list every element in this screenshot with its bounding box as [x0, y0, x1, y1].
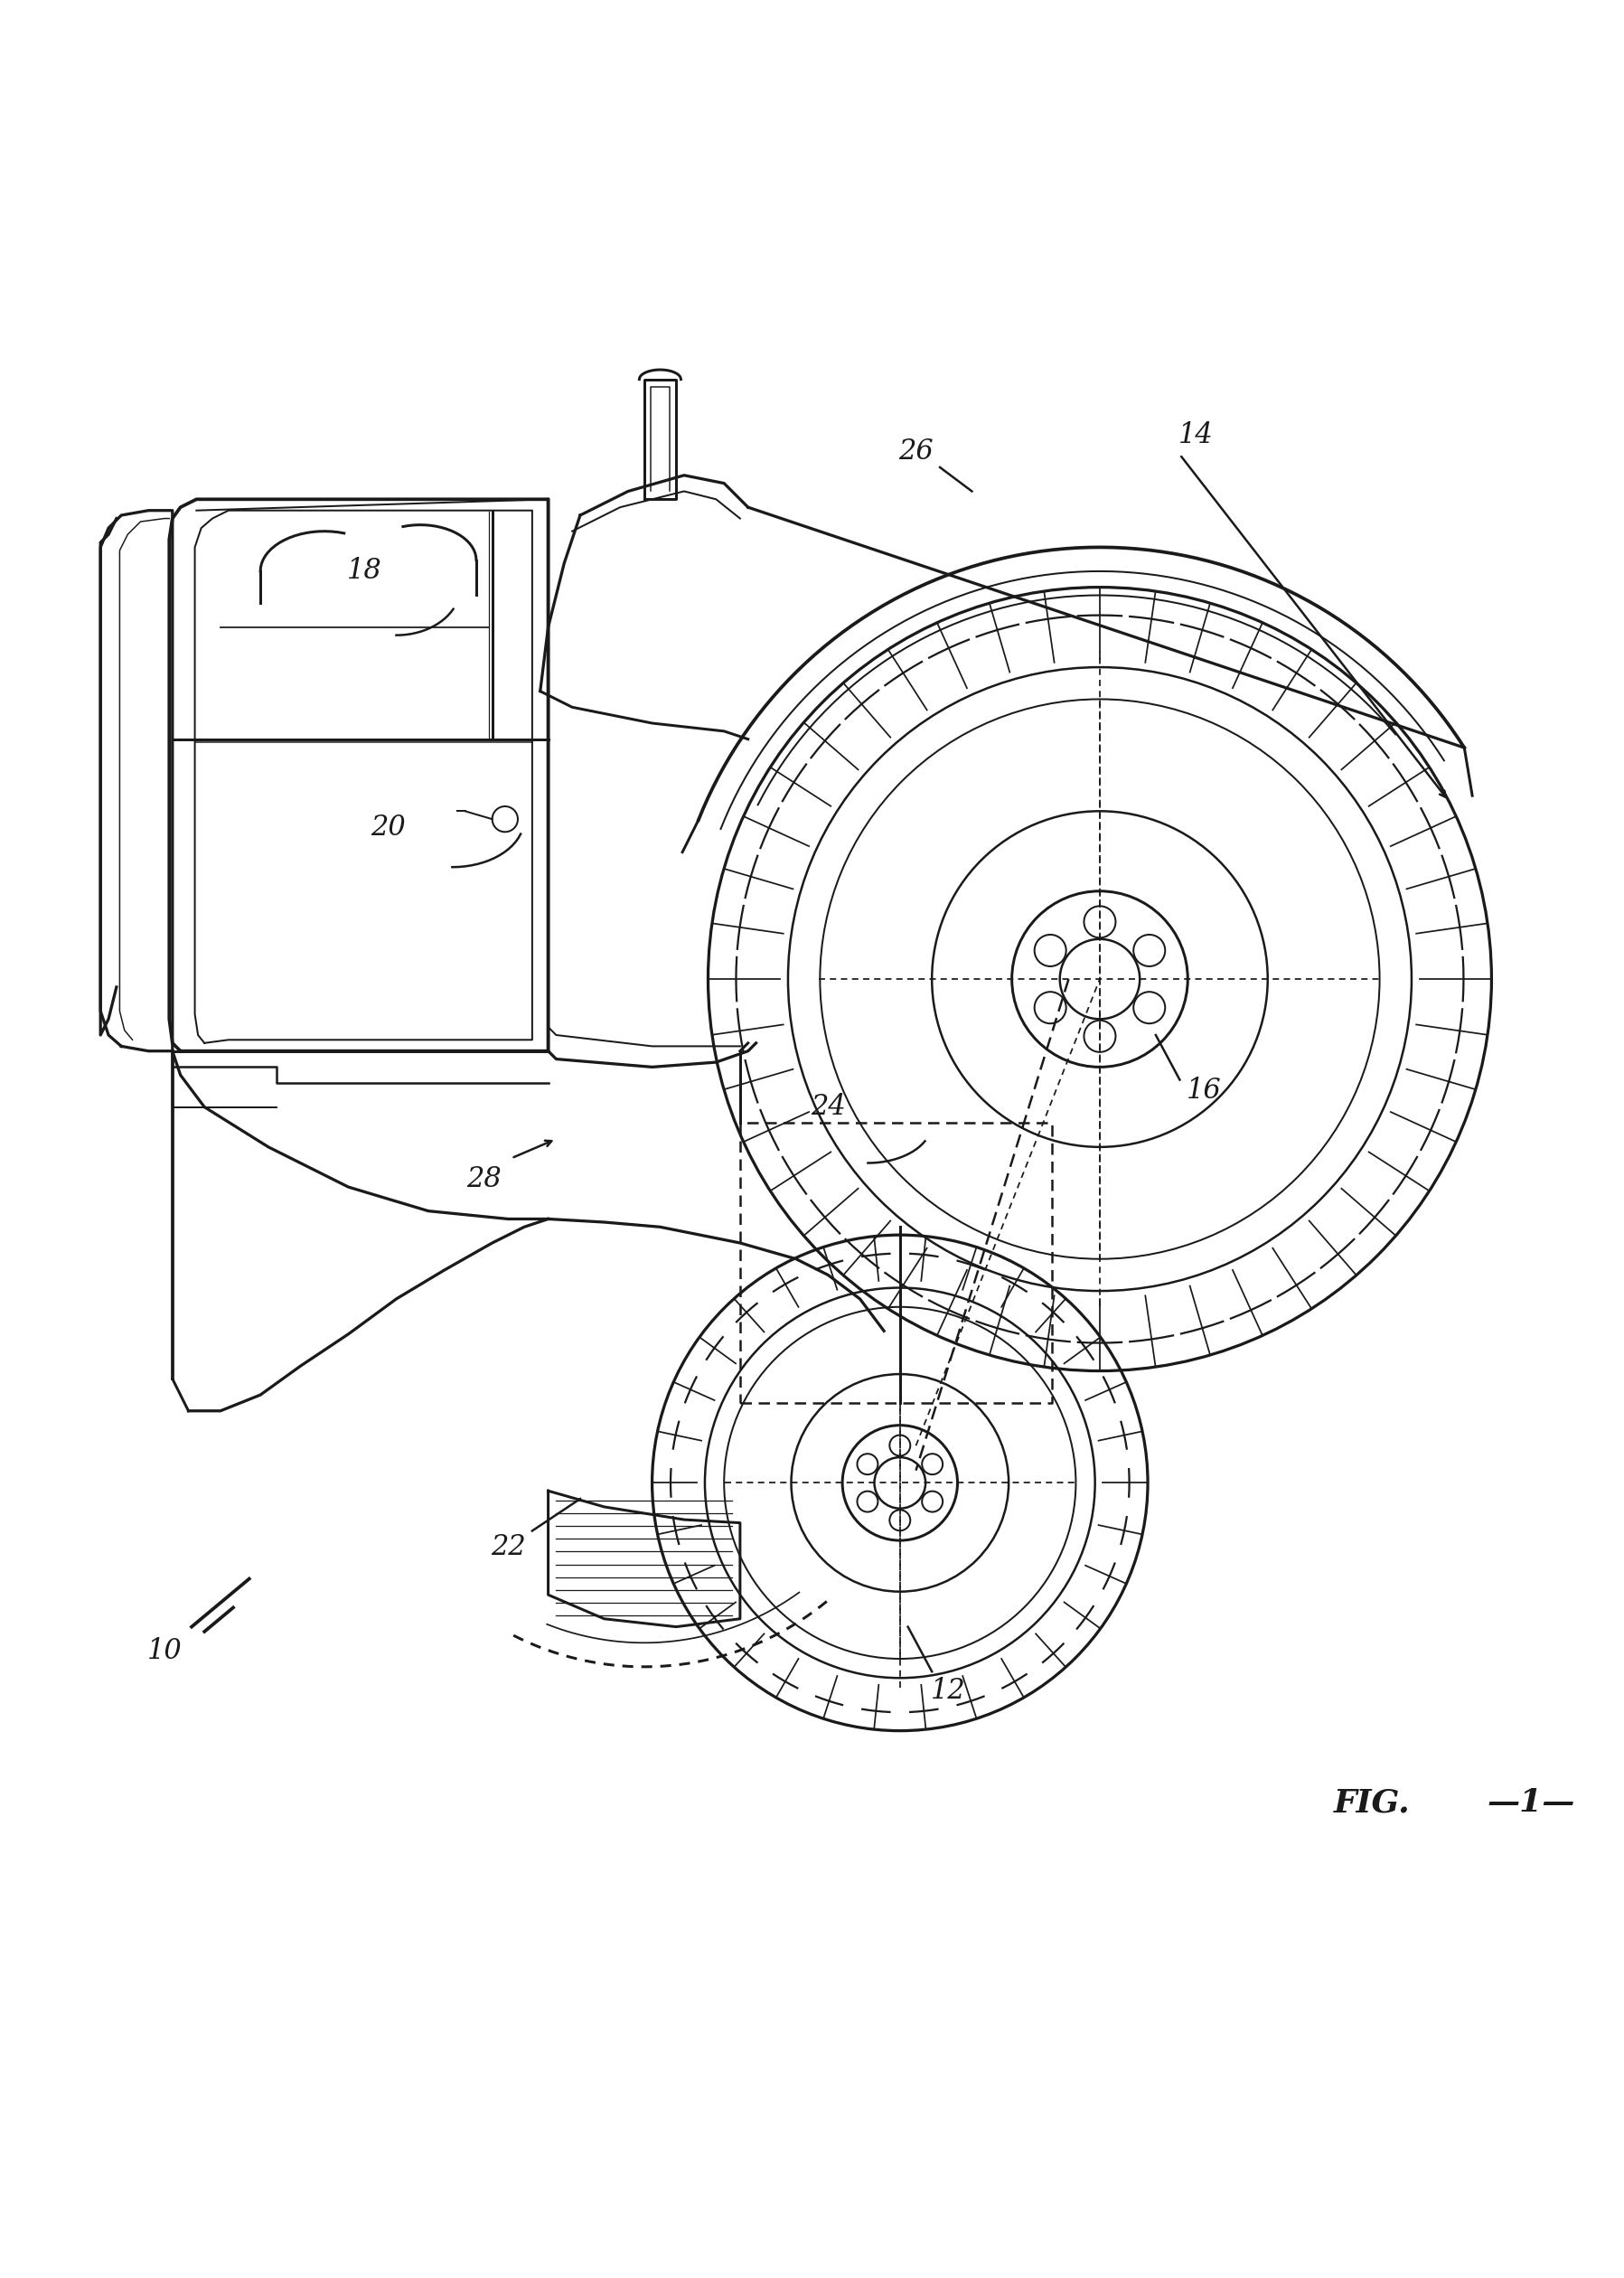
- Text: 18: 18: [348, 558, 382, 585]
- Text: FIG.: FIG.: [1333, 1788, 1410, 1818]
- Text: 26: 26: [898, 437, 934, 465]
- Text: 24: 24: [810, 1093, 846, 1121]
- Text: —1—: —1—: [1488, 1788, 1575, 1818]
- Text: 14: 14: [1179, 421, 1213, 449]
- Text: 20: 20: [370, 813, 406, 841]
- Text: 28: 28: [466, 1164, 502, 1194]
- Text: 12: 12: [931, 1677, 965, 1704]
- Text: 16: 16: [1186, 1077, 1221, 1105]
- Text: 22: 22: [490, 1533, 526, 1560]
- Text: 10: 10: [146, 1638, 182, 1665]
